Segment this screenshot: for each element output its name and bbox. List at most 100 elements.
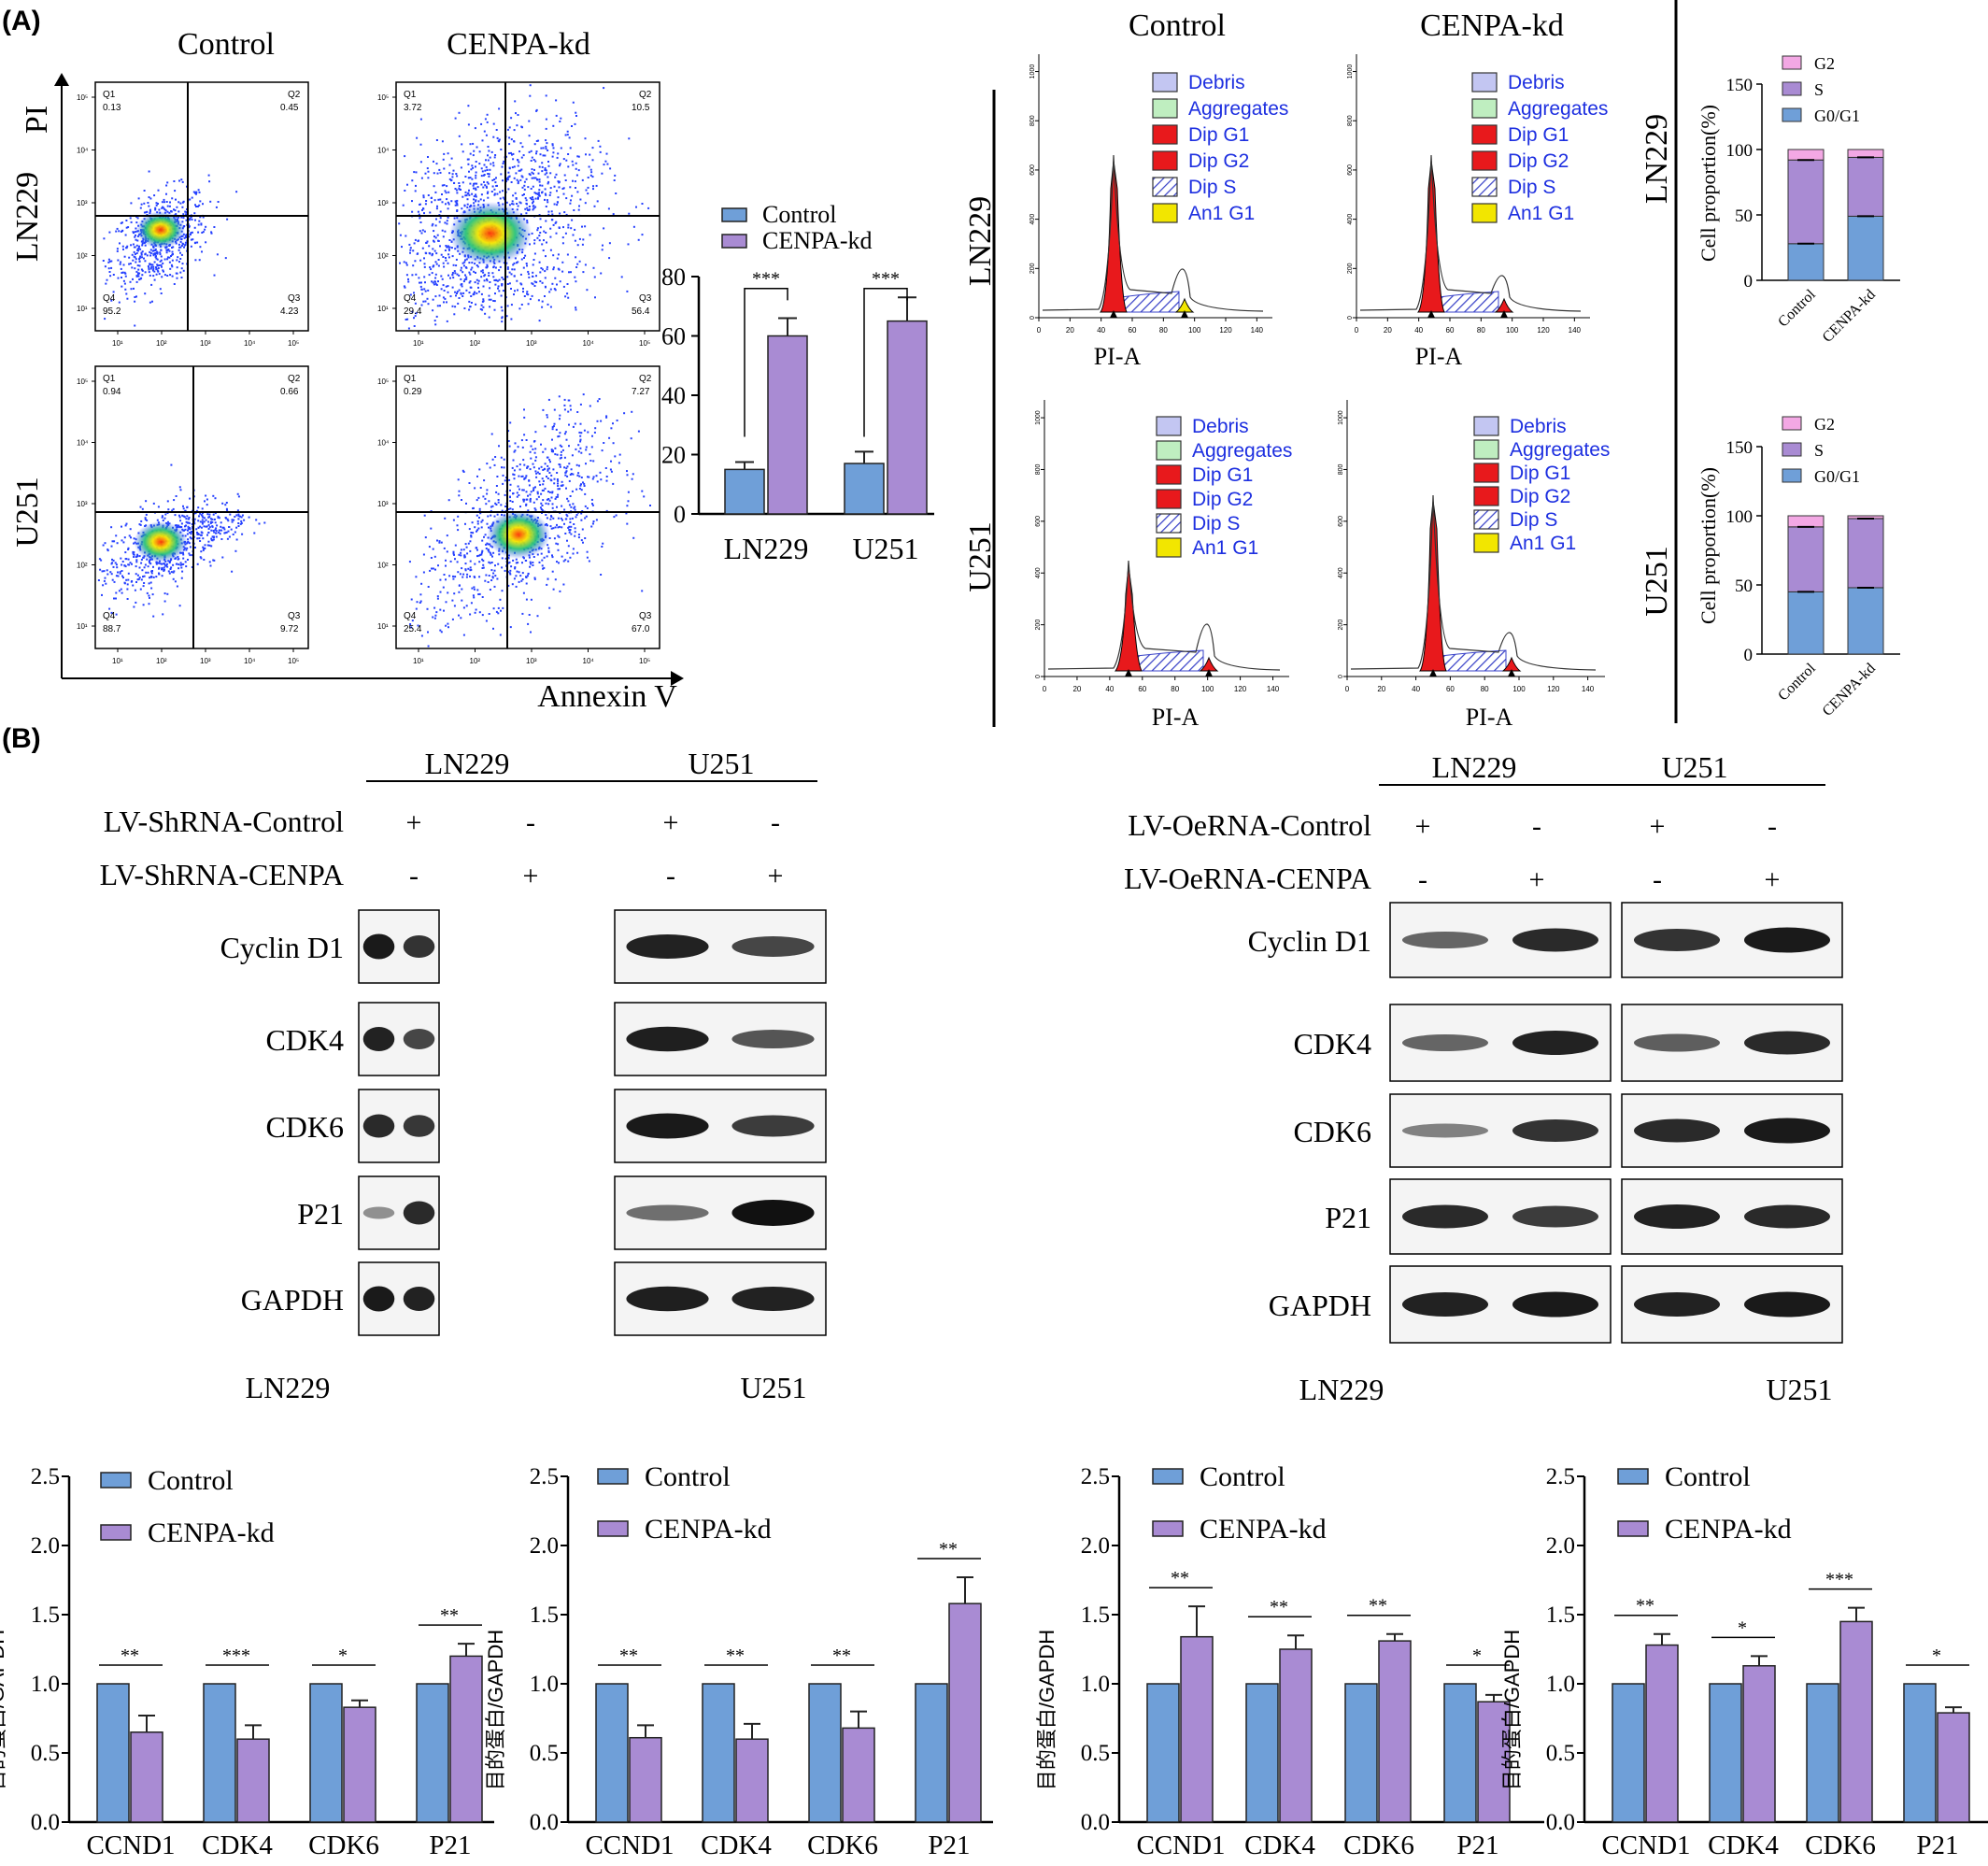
apop-category-label: U251 xyxy=(852,532,918,565)
flow-point xyxy=(473,270,476,273)
flow-point xyxy=(471,262,474,264)
flow-point xyxy=(578,431,581,434)
flow-point xyxy=(133,287,135,290)
flow-point xyxy=(532,196,533,199)
flow-point xyxy=(545,514,547,516)
flow-point xyxy=(562,187,565,190)
flow-point xyxy=(512,152,515,155)
flow-point xyxy=(522,591,525,594)
flow-point xyxy=(510,318,513,320)
flow-point xyxy=(199,246,202,249)
flow-point xyxy=(151,264,154,266)
flow-point xyxy=(196,563,199,565)
flow-point xyxy=(448,575,451,577)
flow-point xyxy=(173,499,176,502)
flow-point xyxy=(426,607,429,610)
flow-point xyxy=(439,210,442,213)
flow-point xyxy=(550,210,553,213)
flow-point xyxy=(573,209,575,211)
flow-point xyxy=(551,426,554,429)
flow-point xyxy=(101,593,103,596)
flow-point xyxy=(501,165,504,168)
flow-point xyxy=(214,497,217,500)
apop-bar-U251-CENPA-kd xyxy=(887,320,928,515)
flow-point xyxy=(103,570,106,573)
flow-point xyxy=(557,493,560,496)
flow-point xyxy=(488,298,490,301)
flow-point xyxy=(557,485,560,487)
flow-point xyxy=(141,269,144,272)
cc-histogram-1: 0 20 40 60 80 100 120 14002004006008001000PI-AD… xyxy=(1030,54,1288,370)
flow-point xyxy=(215,206,218,208)
flow-point xyxy=(604,160,607,163)
flow-point xyxy=(626,470,628,473)
flow-point xyxy=(441,184,444,187)
flow-point xyxy=(550,527,553,530)
flow-point xyxy=(125,247,128,249)
flow-x-tick-label: 10³ xyxy=(200,339,211,348)
flow-point xyxy=(432,252,433,255)
flow-point xyxy=(509,626,512,629)
cc-legend-label: An1 G1 xyxy=(1508,203,1574,224)
flow-point xyxy=(130,221,133,223)
flow-point xyxy=(119,263,121,265)
flow-point xyxy=(532,172,534,175)
wb-condition-sign: - xyxy=(526,807,535,838)
flow-point xyxy=(497,612,500,615)
flow-point xyxy=(192,191,195,193)
flow-point xyxy=(527,622,530,625)
flow-point xyxy=(489,168,491,171)
flow-point xyxy=(135,258,137,261)
flow-point xyxy=(555,173,558,176)
flow-point xyxy=(517,485,519,488)
flow-point xyxy=(460,278,462,280)
flow-point xyxy=(519,273,522,276)
flow-point xyxy=(112,565,115,568)
wb-band xyxy=(1512,928,1599,952)
flow-point xyxy=(136,578,139,581)
flow-point xyxy=(109,571,112,574)
stacked-y-label: Cell proportion(%) xyxy=(1697,105,1720,262)
flow-point xyxy=(484,312,487,315)
wb-band xyxy=(362,1286,395,1312)
flow-point xyxy=(161,568,163,571)
flow-point xyxy=(466,573,469,576)
flow-point xyxy=(566,130,569,133)
flow-point xyxy=(547,491,549,493)
flow-point xyxy=(468,292,471,294)
flow-point xyxy=(452,519,455,521)
stacked-bar-Control-S xyxy=(1787,526,1825,592)
flow-point xyxy=(526,207,529,209)
flow-point xyxy=(437,198,440,201)
wb-band xyxy=(1743,927,1831,953)
cc-x-tick-label: 80 xyxy=(1171,685,1179,693)
flow-point xyxy=(419,602,421,604)
flow-point xyxy=(508,167,511,170)
flow-point xyxy=(425,241,428,244)
flow-point xyxy=(179,240,182,243)
flow-point xyxy=(428,546,431,548)
flow-point xyxy=(506,266,509,269)
flow-point xyxy=(447,253,450,256)
flow-point xyxy=(461,567,463,570)
flow-point xyxy=(558,535,561,538)
flow-point xyxy=(544,270,547,273)
flow-point xyxy=(119,571,121,574)
flow-point xyxy=(514,100,517,103)
flow-point xyxy=(175,213,178,216)
flow-point xyxy=(583,429,586,432)
flow-point xyxy=(527,465,530,468)
cc-x-tick-label: 0 xyxy=(1037,326,1042,335)
flow-point xyxy=(557,517,560,520)
flow-point xyxy=(123,271,126,274)
flow-point xyxy=(145,500,148,503)
flow-point xyxy=(530,188,532,190)
flow-point xyxy=(203,525,206,528)
flow-point xyxy=(212,494,215,497)
flow-point xyxy=(520,168,523,171)
flow-point xyxy=(178,486,181,489)
flow-point xyxy=(176,206,178,208)
protein-bar-P21-CENPA-kd xyxy=(1937,1712,1970,1823)
flow-point xyxy=(552,588,555,591)
